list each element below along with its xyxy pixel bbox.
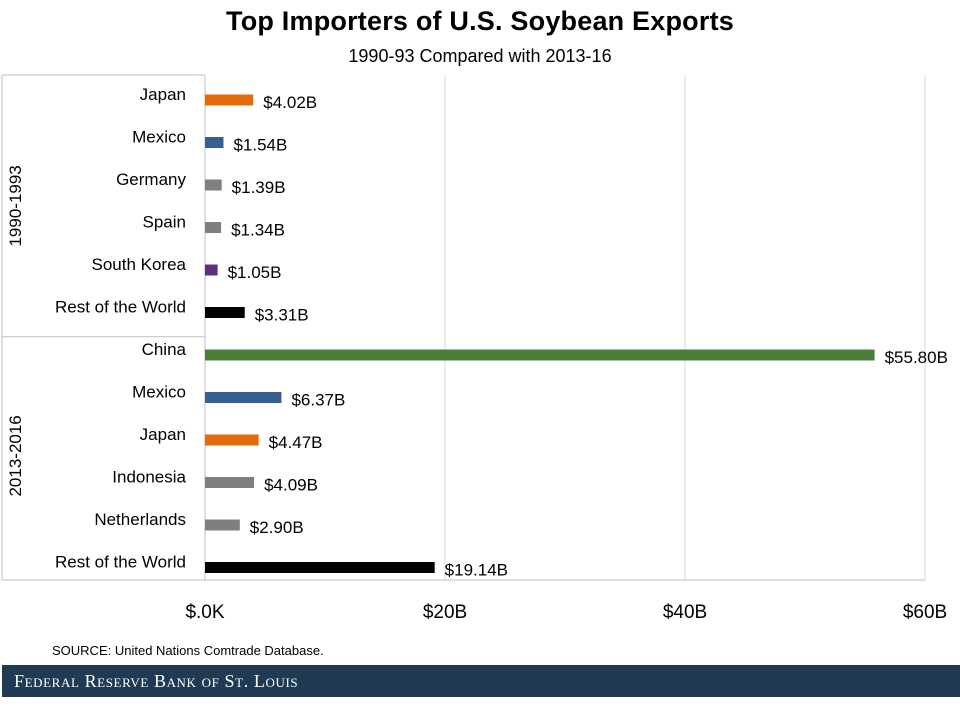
data-label: $3.31B [255, 306, 309, 325]
bars [205, 94, 875, 573]
data-label: $1.54B [233, 136, 287, 155]
bar [205, 519, 240, 531]
chart-title: Top Importers of U.S. Soybean Exports [226, 6, 734, 36]
category-label: Spain [143, 213, 186, 232]
bar [205, 349, 875, 361]
bar [205, 264, 218, 276]
category-label: Rest of the World [55, 553, 186, 572]
group-label: 1990-1993 [6, 165, 25, 246]
labels: $.0K $20B $40B $60B Japan $4.02B Mexico $1.54B G… [6, 85, 948, 623]
x-tick-label: $60B [903, 602, 947, 623]
category-label: Germany [116, 170, 186, 189]
category-label: Japan [140, 85, 186, 104]
footer-banner: Federal Reserve Bank of St. Louis [2, 665, 960, 697]
data-label: $4.47B [269, 433, 323, 452]
data-label: $4.02B [263, 93, 317, 112]
data-label: $6.37B [291, 391, 345, 410]
bar [205, 179, 222, 191]
chart-subtitle: 1990-93 Compared with 2013-16 [348, 46, 612, 66]
bar [205, 562, 435, 573]
category-label: South Korea [91, 255, 186, 274]
bar [205, 137, 224, 148]
bar [205, 307, 245, 318]
data-label: $1.34B [231, 221, 285, 240]
bar [205, 222, 222, 233]
bar [205, 477, 255, 488]
group-label: 2013-2016 [6, 415, 25, 496]
footer-text: Federal Reserve Bank of St. Louis [14, 671, 299, 691]
category-label: Netherlands [94, 510, 186, 529]
data-label: $2.90B [250, 518, 304, 537]
x-tick-label: $20B [423, 602, 467, 623]
source-note: SOURCE: United Nations Comtrade Database… [52, 643, 324, 658]
bar [205, 434, 259, 446]
x-tick-label: $.0K [185, 602, 224, 623]
data-label: $19.14B [445, 561, 508, 580]
category-label: Mexico [132, 383, 186, 402]
bar-chart: $.0K $20B $40B $60B Japan $4.02B Mexico $1.54B G… [1, 74, 948, 623]
category-frame [1, 74, 925, 581]
category-label: Indonesia [112, 468, 186, 487]
category-label: Japan [140, 425, 186, 444]
category-label: China [142, 340, 187, 359]
data-label: $55.80B [885, 348, 948, 367]
bar [205, 94, 254, 106]
bar [205, 392, 282, 403]
category-label: Rest of the World [55, 298, 186, 317]
data-label: $1.05B [228, 263, 282, 282]
gridlines [444, 75, 926, 580]
data-label: $1.39B [232, 178, 286, 197]
category-label: Mexico [132, 128, 186, 147]
data-label: $4.09B [264, 476, 318, 495]
x-tick-label: $40B [663, 602, 707, 623]
